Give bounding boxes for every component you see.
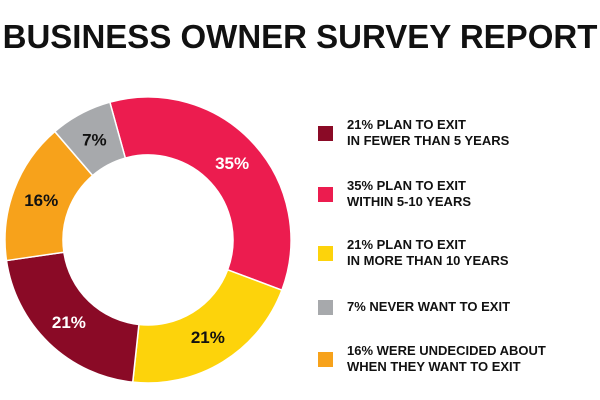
legend-swatch: [318, 246, 333, 261]
slice-label: 21%: [52, 313, 86, 332]
page-title: BUSINESS OWNER SURVEY REPORT: [2, 18, 598, 55]
donut-chart: 35% 21% 21% 16% 7%: [4, 96, 292, 384]
slice-label: 21%: [191, 328, 225, 347]
legend-swatch: [318, 126, 333, 141]
legend-label: 16% WERE UNDECIDED ABOUT WHEN THEY WANT T…: [347, 343, 546, 374]
legend-item: 7% NEVER WANT TO EXIT: [318, 291, 598, 325]
legend-item: 21% PLAN TO EXIT IN MORE THAN 10 YEARS: [318, 237, 598, 271]
legend-label: 21% PLAN TO EXIT IN MORE THAN 10 YEARS: [347, 237, 509, 268]
legend-item: 35% PLAN TO EXIT WITHIN 5-10 YEARS: [318, 178, 598, 212]
legend-item: 16% WERE UNDECIDED ABOUT WHEN THEY WANT T…: [318, 343, 598, 377]
donut-slice: [53, 101, 127, 177]
legend-label: 35% PLAN TO EXIT WITHIN 5-10 YEARS: [347, 178, 472, 209]
legend-swatch: [318, 352, 333, 367]
donut-slice: [108, 96, 292, 292]
legend-swatch: [318, 300, 333, 315]
legend-label: 7% NEVER WANT TO EXIT: [347, 299, 511, 314]
legend-label: 21% PLAN TO EXIT IN FEWER THAN 5 YEARS: [347, 117, 510, 148]
slice-label: 16%: [24, 191, 58, 210]
legend-item: 21% PLAN TO EXIT IN FEWER THAN 5 YEARS: [318, 117, 598, 151]
slice-label: 7%: [82, 130, 107, 149]
slice-label: 35%: [215, 154, 249, 173]
legend-swatch: [318, 187, 333, 202]
donut-slice: [131, 268, 283, 384]
